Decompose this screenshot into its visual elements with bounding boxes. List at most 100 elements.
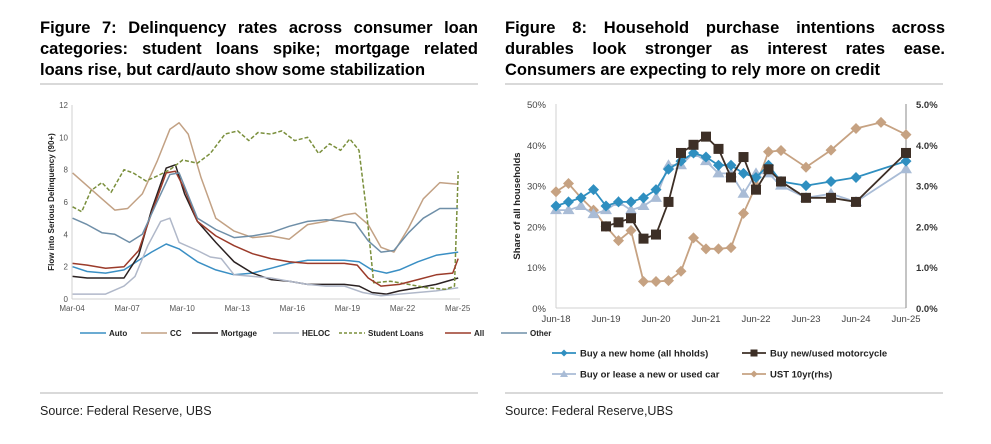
y2-tick-label: 1.0% bbox=[916, 263, 938, 274]
series-line-heloc bbox=[72, 217, 459, 297]
data-point-diamond bbox=[825, 176, 837, 188]
y-tick-label: 8 bbox=[64, 166, 69, 175]
data-point-diamond bbox=[563, 196, 574, 208]
series-line-all bbox=[72, 170, 459, 287]
y-tick-label: 30% bbox=[527, 182, 547, 193]
data-point-diamond bbox=[713, 243, 724, 255]
y-tick-label: 2 bbox=[64, 263, 69, 272]
data-point-diamond bbox=[613, 196, 624, 208]
x-tick-label: Jun-20 bbox=[641, 314, 670, 325]
data-point-diamond bbox=[550, 200, 562, 212]
data-point-diamond bbox=[575, 192, 587, 204]
data-point-triangle bbox=[600, 204, 612, 215]
data-point-diamond bbox=[900, 129, 912, 141]
data-point-diamond bbox=[850, 171, 862, 183]
data-point-diamond bbox=[688, 147, 699, 159]
y-tick-label: 0 bbox=[64, 295, 69, 304]
x-tick-label: Mar-13 bbox=[225, 304, 251, 313]
legend-label: Other bbox=[530, 329, 551, 338]
data-point-diamond bbox=[713, 159, 724, 171]
data-point-square bbox=[851, 196, 861, 207]
data-point-triangle bbox=[700, 155, 712, 166]
legend-item-all: All bbox=[445, 329, 484, 338]
x-tick-label: Jun-23 bbox=[791, 314, 820, 325]
data-point-square bbox=[826, 192, 836, 203]
data-point-triangle bbox=[625, 204, 637, 215]
data-point-square bbox=[663, 196, 674, 207]
series-buy-new-used-motorcycle bbox=[601, 131, 911, 244]
data-point-triangle bbox=[750, 167, 762, 178]
data-point-triangle bbox=[562, 204, 575, 215]
legend-label: Buy a new home (all hholds) bbox=[580, 349, 708, 360]
y2-tick-label: 3.0% bbox=[916, 182, 938, 193]
legend-item-cc: CC bbox=[141, 329, 182, 338]
data-point-diamond bbox=[650, 184, 662, 196]
data-point-diamond bbox=[800, 180, 812, 192]
y-tick-label: 12 bbox=[59, 101, 68, 110]
data-point-square bbox=[726, 172, 736, 183]
data-point-diamond bbox=[550, 186, 562, 198]
data-point-square bbox=[738, 152, 749, 163]
y2-tick-label: 4.0% bbox=[916, 141, 938, 152]
x-tick-label: Mar-07 bbox=[114, 304, 140, 313]
data-point-triangle bbox=[587, 208, 600, 219]
legend-item-auto: Auto bbox=[80, 329, 127, 338]
data-point-triangle bbox=[550, 204, 562, 215]
data-point-square bbox=[651, 229, 661, 240]
series-line-auto bbox=[72, 243, 459, 276]
data-point-square bbox=[763, 164, 774, 175]
title-divider bbox=[40, 83, 478, 85]
legend-label: Buy new/used motorcycle bbox=[770, 349, 887, 360]
data-point-diamond bbox=[563, 178, 574, 190]
data-point-square bbox=[626, 213, 636, 224]
y-axis-label: Share of all households bbox=[512, 152, 523, 259]
data-point-square bbox=[701, 131, 711, 142]
figure-8-title: Figure 8: Household purchase intentions … bbox=[505, 19, 945, 79]
source-divider bbox=[40, 392, 478, 394]
data-point-diamond bbox=[725, 242, 737, 254]
series-buy-a-new-home-all-hholds bbox=[550, 147, 912, 212]
data-point-diamond bbox=[700, 243, 712, 255]
data-point-diamond bbox=[675, 155, 687, 167]
series-line-mortgage bbox=[72, 164, 459, 295]
y-tick-label: 50% bbox=[527, 100, 547, 111]
data-point-diamond bbox=[600, 200, 612, 212]
data-point-triangle bbox=[900, 163, 912, 174]
legend-item-mortgage: Mortgage bbox=[192, 329, 258, 338]
legend-label: Student Loans bbox=[368, 329, 424, 338]
legend-marker-triangle bbox=[560, 370, 568, 377]
data-point-triangle bbox=[712, 167, 725, 178]
x-tick-label: Jun-19 bbox=[591, 314, 620, 325]
data-point-diamond bbox=[725, 159, 737, 171]
series-line bbox=[555, 152, 907, 208]
data-point-triangle bbox=[675, 159, 687, 170]
data-point-diamond bbox=[775, 176, 787, 188]
data-point-square bbox=[688, 139, 699, 150]
data-point-diamond bbox=[763, 146, 774, 158]
y-tick-label: 10 bbox=[59, 133, 68, 142]
legend-item-ust-10yr-rhs: UST 10yr(rhs) bbox=[742, 370, 832, 381]
legend-marker-diamond bbox=[560, 349, 568, 357]
legend-label: UST 10yr(rhs) bbox=[770, 370, 832, 381]
legend-marker bbox=[750, 349, 758, 357]
data-point-square bbox=[801, 192, 811, 203]
legend-label: All bbox=[474, 329, 484, 338]
data-point-diamond bbox=[750, 180, 762, 192]
data-point-square bbox=[901, 147, 911, 158]
data-point-diamond bbox=[663, 163, 674, 175]
legend-item-other: Other bbox=[501, 329, 551, 338]
data-point-triangle bbox=[662, 159, 675, 170]
data-point-diamond bbox=[613, 235, 624, 247]
data-point-diamond bbox=[825, 144, 837, 156]
data-point-diamond bbox=[763, 159, 774, 171]
figure-7-title: Figure 7: Delinquency rates across consu… bbox=[40, 19, 478, 79]
y2-tick-label: 5.0% bbox=[916, 100, 938, 111]
series-line-student-loans bbox=[72, 130, 459, 291]
y-tick-label: 4 bbox=[64, 230, 69, 239]
y-tick-label: 6 bbox=[64, 198, 69, 207]
data-point-triangle bbox=[575, 200, 587, 210]
series-line-other bbox=[72, 172, 459, 253]
data-point-diamond bbox=[600, 220, 612, 232]
data-point-diamond bbox=[588, 204, 599, 216]
data-point-diamond bbox=[775, 145, 787, 157]
